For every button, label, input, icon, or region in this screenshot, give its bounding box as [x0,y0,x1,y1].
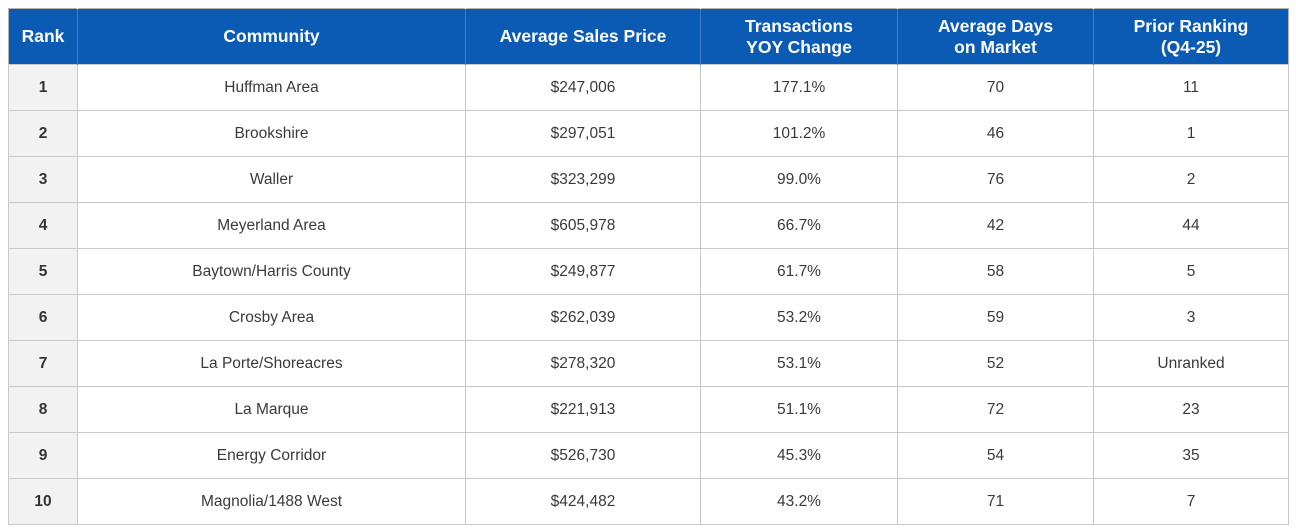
cell-avg-sales-price: $424,482 [465,478,701,525]
cell-avg-sales-price: $323,299 [465,156,701,203]
cell-community: Crosby Area [77,294,466,341]
cell-prior-ranking: 35 [1093,432,1289,479]
cell-days-on-market: 59 [897,294,1094,341]
cell-rank: 5 [8,248,78,295]
cell-avg-sales-price: $526,730 [465,432,701,479]
cell-transactions-yoy: 61.7% [700,248,898,295]
cell-rank: 3 [8,156,78,203]
cell-prior-ranking: 1 [1093,110,1289,157]
cell-community: Huffman Area [77,64,466,111]
cell-community: Waller [77,156,466,203]
cell-avg-sales-price: $278,320 [465,340,701,387]
column-header-avg-sales-price: Average Sales Price [465,8,701,65]
cell-avg-sales-price: $262,039 [465,294,701,341]
cell-avg-sales-price: $605,978 [465,202,701,249]
cell-prior-ranking: 3 [1093,294,1289,341]
cell-days-on-market: 46 [897,110,1094,157]
table-row: 2 Brookshire $297,051 101.2% 46 1 [8,110,1289,157]
cell-rank: 7 [8,340,78,387]
cell-prior-ranking: 23 [1093,386,1289,433]
cell-transactions-yoy: 45.3% [700,432,898,479]
column-header-transactions-yoy: Transactions YOY Change [700,8,898,65]
cell-rank: 8 [8,386,78,433]
cell-days-on-market: 71 [897,478,1094,525]
cell-avg-sales-price: $221,913 [465,386,701,433]
cell-rank: 4 [8,202,78,249]
table-row: 5 Baytown/Harris County $249,877 61.7% 5… [8,248,1289,295]
table-row: 9 Energy Corridor $526,730 45.3% 54 35 [8,432,1289,479]
cell-community: Meyerland Area [77,202,466,249]
cell-rank: 6 [8,294,78,341]
cell-transactions-yoy: 66.7% [700,202,898,249]
column-header-days-on-market: Average Days on Market [897,8,1094,65]
cell-transactions-yoy: 101.2% [700,110,898,157]
cell-avg-sales-price: $297,051 [465,110,701,157]
cell-days-on-market: 52 [897,340,1094,387]
cell-days-on-market: 72 [897,386,1094,433]
cell-transactions-yoy: 177.1% [700,64,898,111]
cell-prior-ranking: 5 [1093,248,1289,295]
cell-community: La Marque [77,386,466,433]
cell-rank: 10 [8,478,78,525]
cell-community: Energy Corridor [77,432,466,479]
cell-rank: 9 [8,432,78,479]
cell-community: La Porte/Shoreacres [77,340,466,387]
cell-rank: 1 [8,64,78,111]
cell-avg-sales-price: $247,006 [465,64,701,111]
table-row: 4 Meyerland Area $605,978 66.7% 42 44 [8,202,1289,249]
table-row: 10 Magnolia/1488 West $424,482 43.2% 71 … [8,478,1289,525]
cell-days-on-market: 54 [897,432,1094,479]
table-row: 3 Waller $323,299 99.0% 76 2 [8,156,1289,203]
cell-transactions-yoy: 43.2% [700,478,898,525]
table-row: 1 Huffman Area $247,006 177.1% 70 11 [8,64,1289,111]
community-ranking-table: Rank Community Average Sales Price Trans… [8,8,1289,525]
cell-transactions-yoy: 99.0% [700,156,898,203]
cell-transactions-yoy: 53.2% [700,294,898,341]
cell-community: Magnolia/1488 West [77,478,466,525]
cell-prior-ranking: 44 [1093,202,1289,249]
cell-prior-ranking: 7 [1093,478,1289,525]
cell-days-on-market: 76 [897,156,1094,203]
column-header-prior-ranking: Prior Ranking (Q4-25) [1093,8,1289,65]
cell-rank: 2 [8,110,78,157]
column-header-community: Community [77,8,466,65]
header-row: Rank Community Average Sales Price Trans… [8,8,1289,65]
cell-community: Brookshire [77,110,466,157]
cell-days-on-market: 42 [897,202,1094,249]
column-header-rank: Rank [8,8,78,65]
cell-days-on-market: 70 [897,64,1094,111]
cell-prior-ranking: 2 [1093,156,1289,203]
table-row: 7 La Porte/Shoreacres $278,320 53.1% 52 … [8,340,1289,387]
cell-prior-ranking: 11 [1093,64,1289,111]
cell-avg-sales-price: $249,877 [465,248,701,295]
cell-transactions-yoy: 51.1% [700,386,898,433]
cell-days-on-market: 58 [897,248,1094,295]
table-row: 8 La Marque $221,913 51.1% 72 23 [8,386,1289,433]
cell-transactions-yoy: 53.1% [700,340,898,387]
cell-community: Baytown/Harris County [77,248,466,295]
cell-prior-ranking: Unranked [1093,340,1289,387]
table-row: 6 Crosby Area $262,039 53.2% 59 3 [8,294,1289,341]
